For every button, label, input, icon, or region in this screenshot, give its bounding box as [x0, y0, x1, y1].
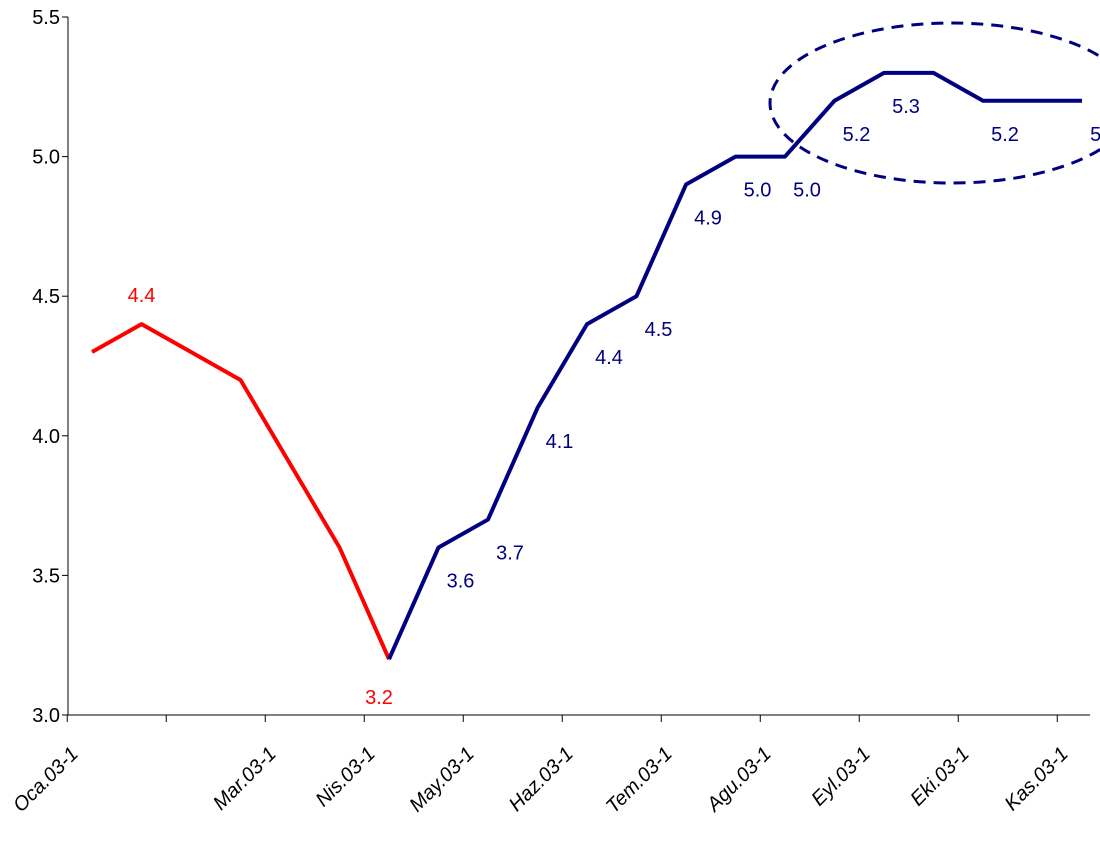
data-label: 5.2: [1090, 124, 1100, 146]
data-label: 3.6: [447, 570, 475, 592]
x-tick-label: Eki.03-1: [906, 743, 973, 810]
data-label: 4.1: [546, 431, 574, 453]
data-label: 4.9: [694, 208, 722, 230]
series-line: [387, 70, 1082, 660]
data-label: 3.7: [496, 543, 524, 565]
x-tick-label: Haz.03-1: [505, 743, 578, 816]
y-tick-label: 4.5: [32, 286, 60, 308]
data-label: 4.5: [645, 319, 673, 341]
data-label: 5.0: [793, 180, 821, 202]
data-label: 5.3: [892, 96, 920, 118]
data-label: 3.2: [365, 687, 393, 709]
x-tick-label: Oca.03-1: [9, 743, 83, 817]
series-line: [91, 322, 391, 660]
x-tick-label: Eyl.03-1: [807, 743, 874, 810]
y-tick-label: 3.5: [32, 565, 60, 587]
x-tick-label: Tem.03-1: [602, 743, 677, 818]
x-tick-label: May.03-1: [405, 743, 478, 816]
data-label: 4.4: [128, 285, 156, 307]
data-label: 5.0: [744, 180, 772, 202]
y-tick-label: 5.5: [32, 7, 60, 29]
y-tick-label: 5.0: [32, 147, 60, 169]
x-tick-label: Agu.03-1: [702, 743, 776, 817]
highlight-ellipse: [768, 21, 1100, 185]
x-tick-label: Nis.03-1: [312, 743, 380, 811]
data-label: 5.2: [991, 124, 1019, 146]
data-label: 4.4: [595, 347, 623, 369]
data-label: 5.2: [843, 124, 871, 146]
x-tick-label: Kas.03-1: [1001, 743, 1073, 815]
y-tick-label: 3.0: [32, 705, 60, 727]
y-tick-label: 4.0: [32, 426, 60, 448]
x-tick-label: Mar.03-1: [209, 743, 281, 815]
